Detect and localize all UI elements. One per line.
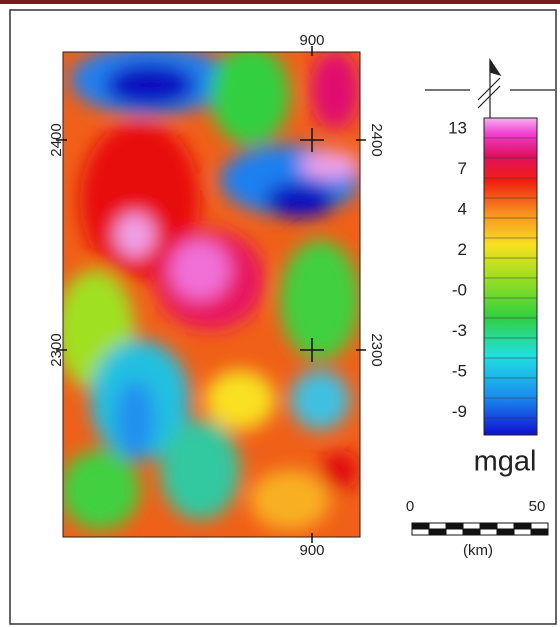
colorbar-separators (484, 137, 537, 419)
tick-label: 2300 (368, 333, 385, 366)
colorbar-label: 7 (458, 159, 467, 178)
grid-crosses (56, 46, 366, 543)
colorbar-label: -0 (452, 280, 467, 299)
map-frame (62, 51, 361, 538)
colorbar (483, 117, 538, 436)
top-rule (0, 0, 560, 4)
scale-unit: (km) (463, 542, 493, 559)
scale-bar (411, 522, 549, 536)
colorbar-label: 2 (458, 240, 467, 259)
colorbar-label: 4 (458, 199, 467, 218)
tick-label: 900 (299, 32, 324, 49)
north-arrow (425, 58, 555, 118)
tick-label: 900 (299, 542, 324, 559)
colorbar-label: -9 (452, 402, 467, 421)
colorbar-label: -5 (452, 361, 467, 380)
scale-label: 50 (529, 498, 546, 515)
tick-label: 2300 (48, 333, 65, 366)
colorbar-unit: mgal (474, 446, 537, 478)
tick-label: 2400 (368, 123, 385, 156)
anomaly-map (63, 52, 360, 537)
colorbar-label: 13 (448, 118, 467, 137)
tick-label: 2400 (48, 123, 65, 156)
outer-border (9, 9, 557, 625)
scale-label: 0 (406, 498, 414, 515)
colorbar-label: -3 (452, 321, 467, 340)
